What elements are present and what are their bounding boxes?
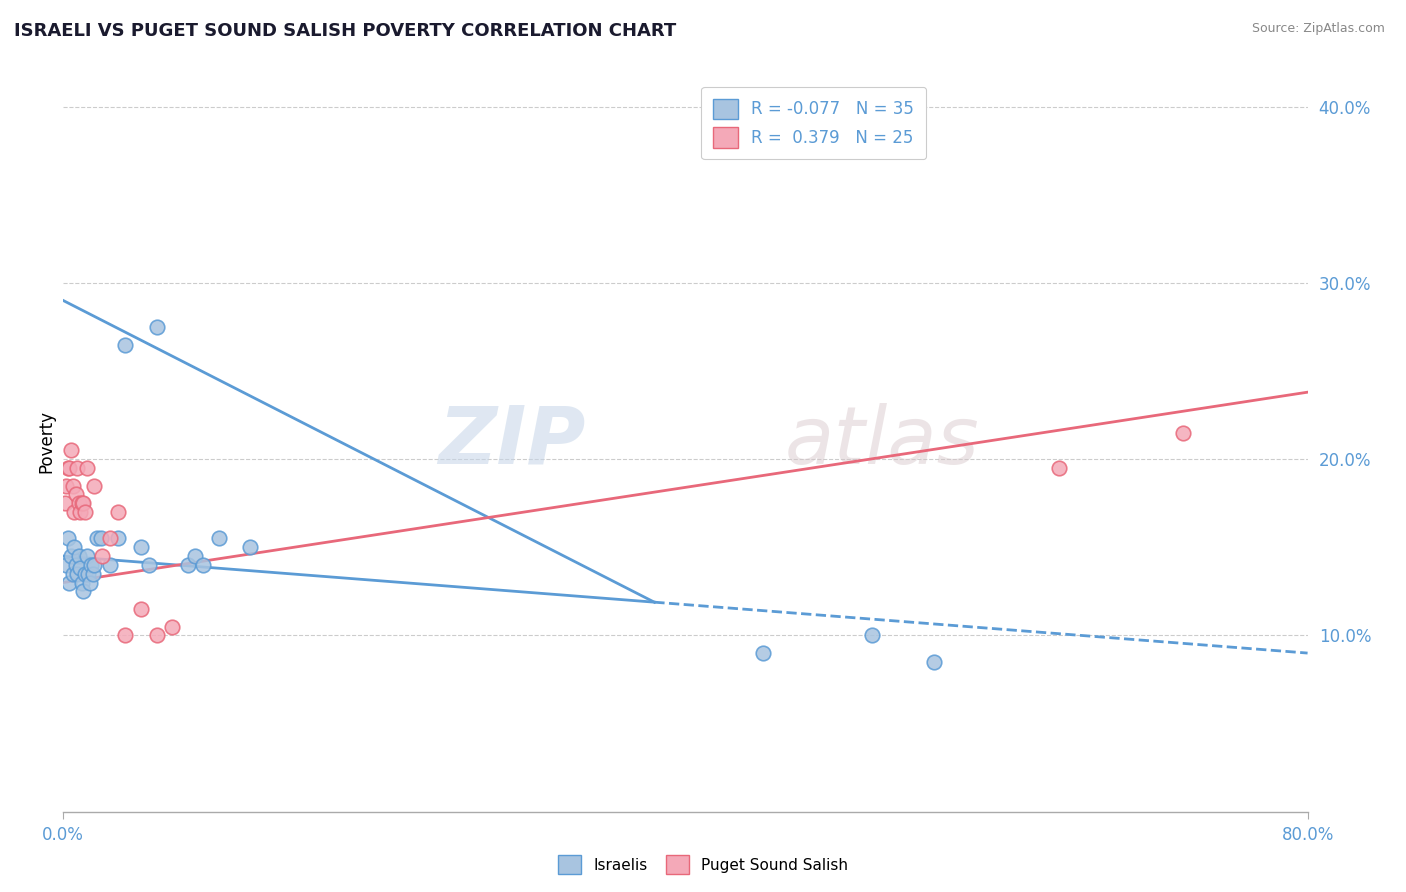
Point [58,461,80,475]
Point [55,478,77,492]
Point [752,646,775,660]
Point [86,532,108,546]
Point [60,549,83,563]
Point [177,558,200,572]
Point [72,496,94,510]
Point [80,558,103,572]
Point [67,549,90,563]
Point [83,478,105,492]
Point [69,505,91,519]
Point [107,532,129,546]
Point [145,320,167,334]
Point [98,532,121,546]
Point [239,541,262,555]
Point [1173,425,1195,440]
Text: Source: ZipAtlas.com: Source: ZipAtlas.com [1251,22,1385,36]
Point [65,558,87,572]
Y-axis label: Poverty: Poverty [37,410,55,473]
Point [79,575,101,590]
Point [56,461,79,475]
Point [60,443,83,458]
Point [82,566,104,581]
Point [63,505,86,519]
Text: ZIP: ZIP [439,402,586,481]
Point [91,549,114,563]
Point [860,628,883,642]
Point [76,549,98,563]
Point [1047,461,1070,475]
Point [77,566,100,581]
Point [184,549,207,563]
Point [73,566,96,581]
Point [55,558,77,572]
Point [69,561,91,575]
Point [62,478,84,492]
Point [73,505,96,519]
Point [70,496,93,510]
Point [70,575,93,590]
Point [62,566,84,581]
Legend: Israelis, Puget Sound Salish: Israelis, Puget Sound Salish [553,849,853,880]
Point [65,487,87,501]
Point [67,496,90,510]
Point [72,584,94,599]
Point [208,532,231,546]
Point [160,619,183,633]
Legend: R = -0.077   N = 35, R =  0.379   N = 25: R = -0.077 N = 35, R = 0.379 N = 25 [702,87,927,160]
Point [129,541,152,555]
Point [56,532,79,546]
Point [114,337,136,351]
Point [193,558,215,572]
Point [66,566,89,581]
Point [58,575,80,590]
Point [83,558,105,572]
Point [66,461,89,475]
Point [924,655,946,669]
Point [98,558,121,572]
Point [107,505,129,519]
Point [76,461,98,475]
Point [114,628,136,642]
Text: atlas: atlas [785,402,980,481]
Point [53,496,76,510]
Point [145,628,167,642]
Point [129,602,152,616]
Text: ISRAELI VS PUGET SOUND SALISH POVERTY CORRELATION CHART: ISRAELI VS PUGET SOUND SALISH POVERTY CO… [14,22,676,40]
Point [138,558,160,572]
Point [63,541,86,555]
Point [90,532,112,546]
